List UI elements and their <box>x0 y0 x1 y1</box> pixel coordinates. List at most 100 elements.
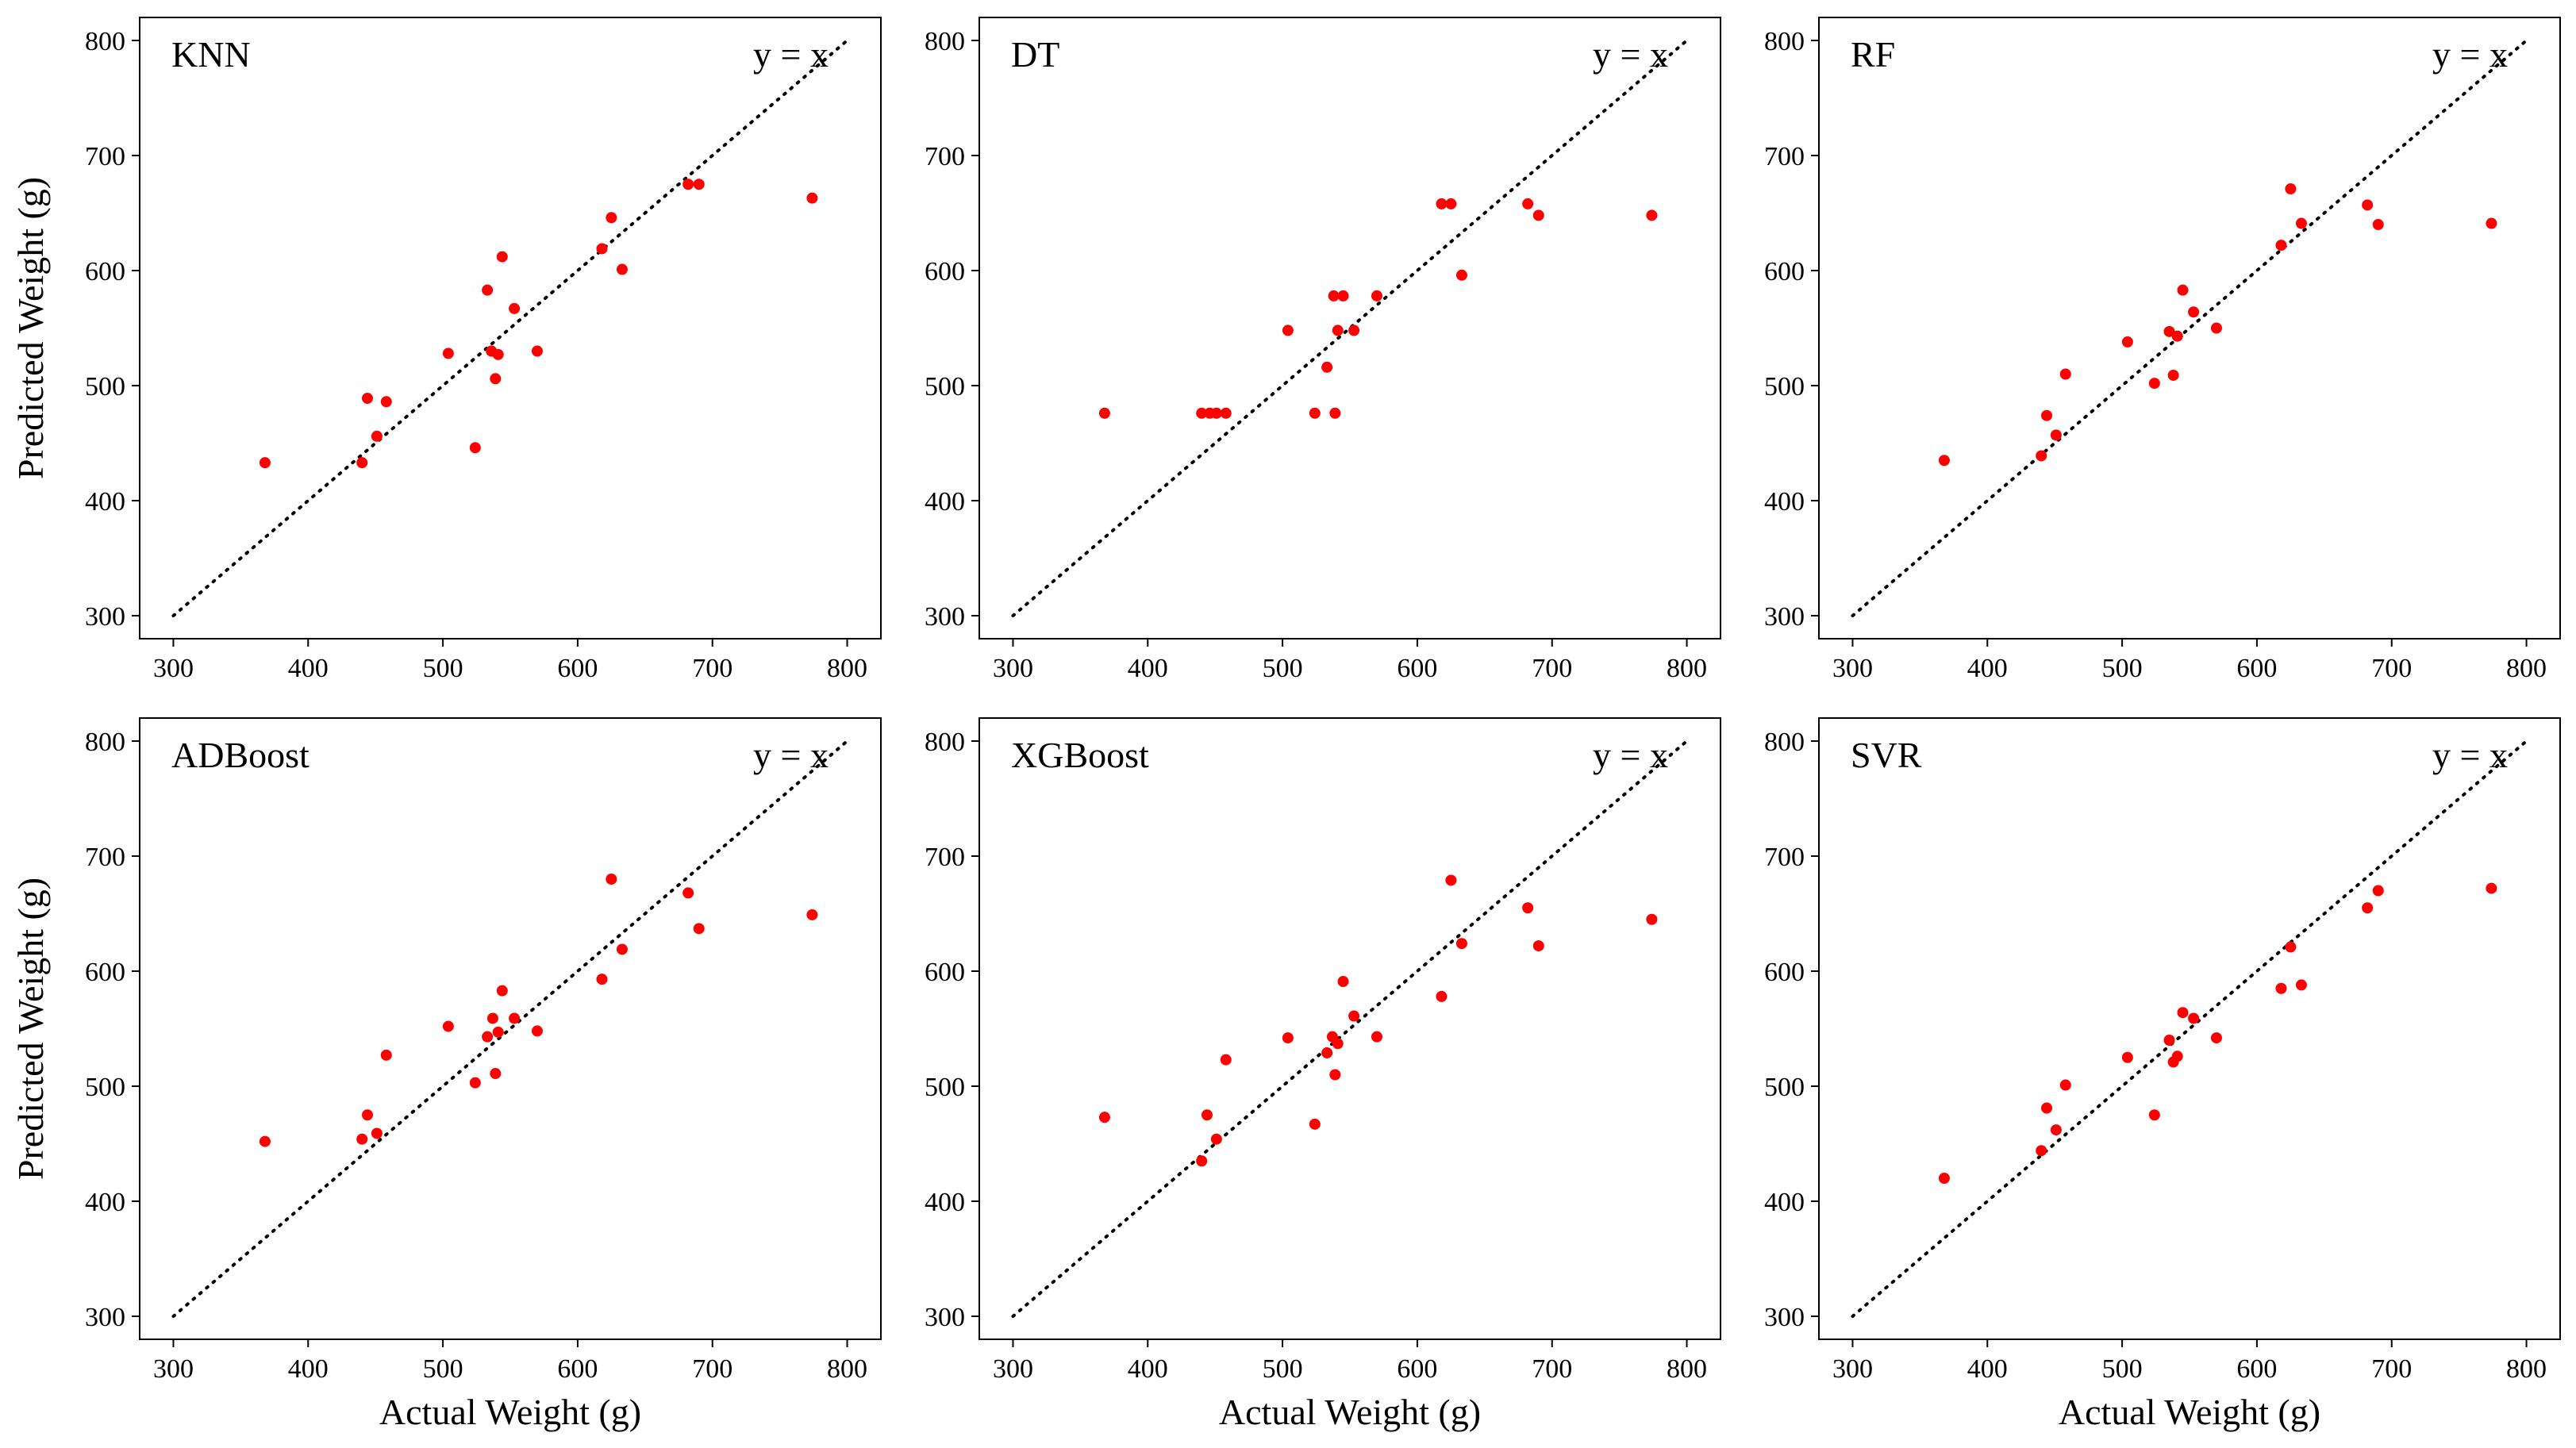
data-point <box>1196 407 1208 419</box>
data-point <box>682 887 694 899</box>
data-point <box>616 263 628 275</box>
x-tick-label: 500 <box>2102 1354 2143 1384</box>
data-point <box>1282 325 1294 336</box>
data-point <box>1436 990 1448 1002</box>
y-tick-label: 300 <box>1764 602 1805 632</box>
panel-svr: 300 400 500 600 700 800 300 400 500 600 700 800 SVR y… <box>1764 717 2561 1432</box>
data-point <box>1348 325 1360 336</box>
data-point <box>356 1133 368 1145</box>
data-point <box>2285 183 2297 195</box>
data-point <box>2148 378 2160 390</box>
data-point <box>2210 1032 2222 1044</box>
x-axis-title: Actual Weight (g) <box>1219 1392 1481 1432</box>
data-point <box>1938 455 1950 467</box>
x-tick-label: 600 <box>557 1354 598 1384</box>
data-point <box>1455 938 1467 950</box>
data-point <box>2177 1007 2189 1019</box>
y-tick-label: 600 <box>1764 257 1805 286</box>
data-point <box>682 179 694 190</box>
y-tick-label: 800 <box>925 27 965 56</box>
data-point <box>1329 407 1341 419</box>
data-point <box>2040 1102 2052 1114</box>
data-point <box>486 1012 498 1024</box>
y-tick-label: 800 <box>1764 27 1805 56</box>
data-point <box>380 396 392 408</box>
data-point <box>356 457 368 469</box>
x-tick-label: 700 <box>692 1354 732 1384</box>
data-point <box>2188 306 2200 318</box>
data-point <box>2121 336 2133 348</box>
y-tick-label: 500 <box>1764 372 1805 401</box>
data-point <box>496 251 508 263</box>
data-point <box>1220 1054 1232 1066</box>
data-point <box>1532 209 1544 221</box>
data-point <box>2285 941 2297 953</box>
x-tick-label: 800 <box>827 654 867 683</box>
data-point <box>1522 902 1534 914</box>
data-point <box>371 430 383 442</box>
data-point <box>1445 198 1457 209</box>
y-tick-label: 700 <box>1764 142 1805 171</box>
y-tick-label: 500 <box>925 1073 965 1102</box>
data-point <box>2163 325 2175 337</box>
data-point <box>1938 1173 1950 1184</box>
x-tick-label: 600 <box>1397 654 1437 683</box>
panel-knn: 300 400 500 600 700 800 300 400 500 600 700 800 KNN y… <box>10 17 882 683</box>
x-tick-label: 800 <box>1667 654 1707 683</box>
plot-frame <box>978 17 1721 640</box>
y-tick-label: 600 <box>1764 958 1805 987</box>
data-point <box>490 1068 502 1080</box>
data-point <box>1646 913 1658 925</box>
identity-line-label: y = x <box>753 34 829 75</box>
identity-line <box>1851 39 2528 617</box>
x-tick-label: 400 <box>1128 1354 1168 1384</box>
y-tick-label: 500 <box>85 372 125 401</box>
y-axis-title: Predicted Weight (g) <box>10 177 51 479</box>
x-tick-label: 800 <box>1667 1354 1707 1384</box>
identity-line-label: y = x <box>1593 735 1668 775</box>
data-point <box>1220 407 1232 419</box>
data-point <box>442 1020 454 1032</box>
data-point <box>2121 1051 2133 1063</box>
plot-frame <box>1818 717 2561 1340</box>
x-tick-label: 400 <box>288 654 329 683</box>
x-tick-label: 700 <box>1532 654 1572 683</box>
data-point <box>442 348 454 359</box>
y-tick-label: 800 <box>85 728 125 757</box>
x-tick-label: 600 <box>1397 1354 1437 1384</box>
data-point <box>380 1049 392 1061</box>
data-point <box>806 908 818 920</box>
y-tick-label: 400 <box>925 1188 965 1217</box>
data-point <box>492 1026 504 1038</box>
y-tick-label: 400 <box>85 487 125 517</box>
x-tick-label: 300 <box>1832 654 1873 683</box>
data-point <box>469 442 481 454</box>
panel-adboost: 300 400 500 600 700 800 300 400 500 600 700 800 ADBo… <box>10 717 882 1432</box>
data-point <box>361 392 373 404</box>
x-tick-label: 400 <box>1967 1354 2008 1384</box>
data-point <box>1371 290 1382 302</box>
data-point <box>1309 407 1321 419</box>
data-point <box>2171 1050 2183 1062</box>
data-point <box>1371 1031 1382 1043</box>
data-point <box>1332 1038 1344 1050</box>
identity-line <box>171 739 849 1318</box>
data-point <box>1348 1010 1360 1022</box>
data-point <box>496 985 508 997</box>
data-point <box>2040 409 2052 421</box>
data-point <box>469 1077 481 1089</box>
data-point <box>606 874 617 885</box>
plot-frame <box>1818 17 2561 640</box>
data-point <box>1201 1109 1213 1121</box>
y-axis-title: Predicted Weight (g) <box>10 878 51 1180</box>
y-tick-label: 400 <box>85 1188 125 1217</box>
identity-line-label: y = x <box>753 735 829 775</box>
data-point <box>1532 940 1544 952</box>
data-point <box>2295 979 2307 991</box>
data-point <box>2036 1145 2047 1157</box>
x-axis-title: Actual Weight (g) <box>379 1392 641 1432</box>
panel-title: ADBoost <box>171 735 310 775</box>
data-point <box>693 923 705 935</box>
panel-dt: 300 400 500 600 700 800 300 400 500 600 700 800 DT y … <box>925 17 1721 683</box>
panel-title: KNN <box>171 34 251 75</box>
